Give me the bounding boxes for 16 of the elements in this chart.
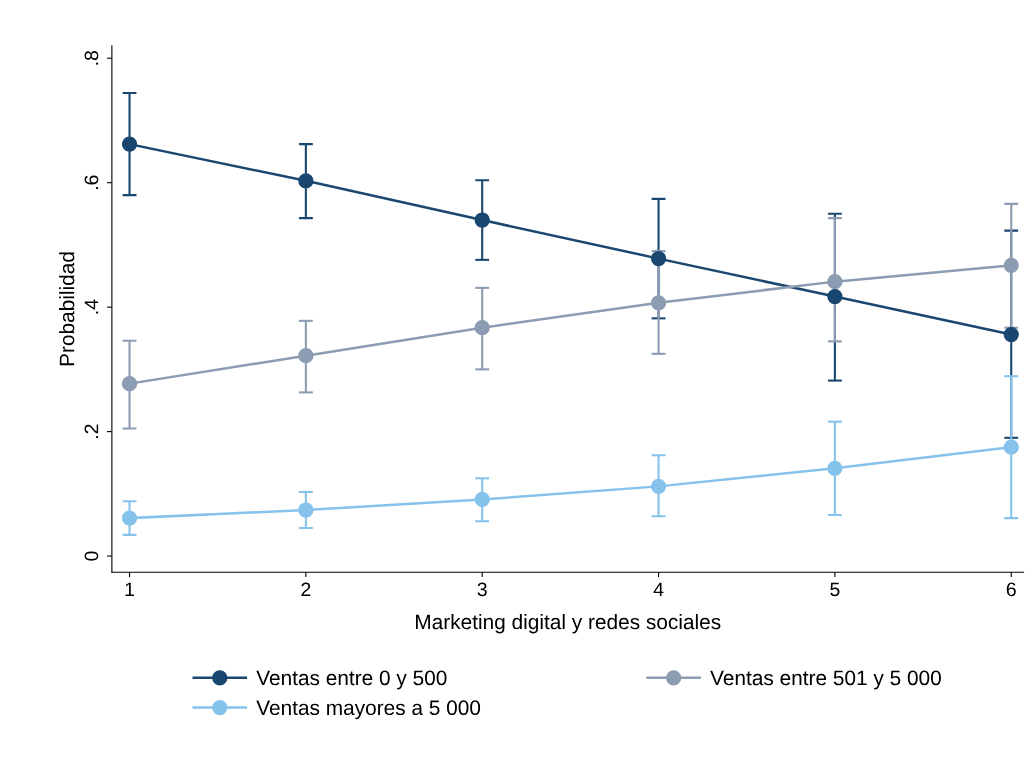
legend-label: Ventas mayores a 5 000 [256,700,481,720]
y-tick-label: 0 [84,551,99,561]
x-tick-label: 3 [477,582,487,597]
y-tick-label: .8 [84,50,99,65]
y-tick-label: .6 [84,175,99,190]
y-axis-title: Probabilidad [59,252,75,366]
y-tick-label: .4 [84,299,99,314]
x-tick-label: 2 [301,582,311,597]
x-tick-label: 5 [830,582,840,597]
x-axis-title: Marketing digital y redes sociales [416,613,721,634]
legend-label: Ventas entre 501 y 5 000 [710,670,941,690]
y-tick-label: .2 [84,424,99,438]
x-tick-label: 6 [1006,582,1016,597]
x-tick-label: 4 [653,582,664,597]
x-tick-label: 1 [125,582,134,597]
legend-label: Ventas entre 0 y 500 [256,670,447,690]
